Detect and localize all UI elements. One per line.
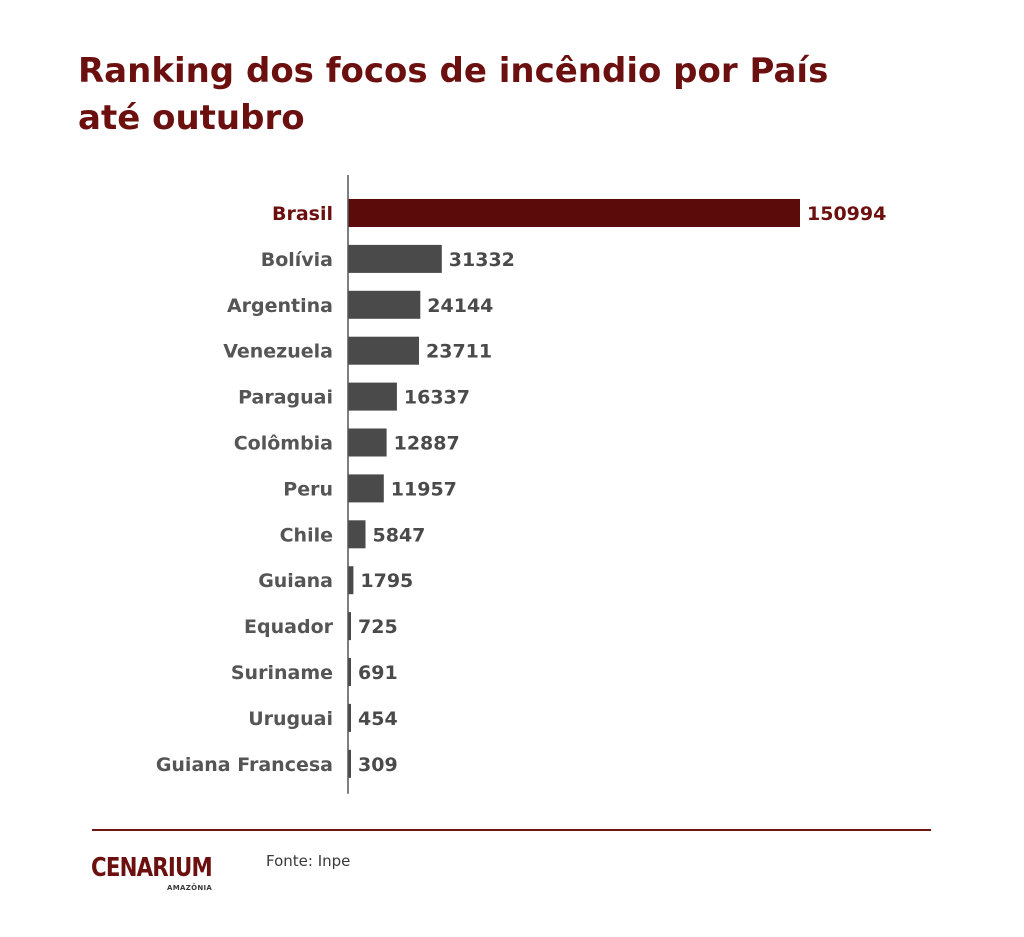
- bar-suriname: [348, 658, 351, 686]
- category-label-paraguai: Paraguai: [238, 387, 333, 409]
- bar-uruguai: [348, 703, 351, 732]
- value-label-guiana-francesa: 309: [358, 754, 398, 776]
- category-label-venezuela: Venezuela: [223, 341, 333, 363]
- category-label-chile: Chile: [280, 524, 333, 546]
- value-label-equador: 725: [358, 616, 398, 638]
- value-label-brasil: 150994: [807, 203, 886, 225]
- category-label-guiana: Guiana: [258, 570, 333, 592]
- value-label-bolivia: 31332: [449, 249, 515, 271]
- source-note: Fonte: Inpe: [266, 852, 351, 870]
- bar-bolivia: [348, 244, 442, 273]
- category-label-argentina: Argentina: [227, 295, 333, 317]
- category-label-bolivia: Bolívia: [261, 249, 333, 271]
- value-label-suriname: 691: [358, 662, 398, 684]
- value-label-guiana: 1795: [360, 570, 413, 592]
- value-label-venezuela: 23711: [426, 341, 492, 363]
- bar-equador: [348, 612, 351, 641]
- category-label-suriname: Suriname: [231, 662, 333, 684]
- bar-guiana-francesa: [348, 749, 351, 778]
- bar-brasil: [348, 199, 800, 227]
- bar-guiana: [348, 566, 354, 595]
- category-label-equador: Equador: [244, 616, 334, 638]
- bar-chile: [348, 520, 366, 549]
- category-label-peru: Peru: [283, 478, 333, 500]
- category-label-guiana-francesa: Guiana Francesa: [156, 754, 333, 776]
- bar-paraguai: [348, 382, 397, 411]
- category-label-colombia: Colômbia: [234, 433, 333, 455]
- logo-subtext: AMAZÔNIA: [167, 884, 213, 892]
- chart-title-line-2: até outubro: [78, 98, 305, 138]
- value-label-chile: 5847: [373, 524, 426, 546]
- chart-title: Ranking dos focos de incêndio por País a…: [78, 48, 978, 142]
- bar-argentina: [348, 290, 421, 319]
- bar-venezuela: [348, 336, 419, 365]
- footer-divider: [92, 829, 931, 831]
- category-label-uruguai: Uruguai: [248, 708, 333, 730]
- bar-peru: [348, 474, 384, 503]
- value-label-peru: 11957: [391, 478, 457, 500]
- category-label-brasil: Brasil: [272, 203, 333, 225]
- cenarium-logo: CENARIUM AMAZÔNIA: [91, 851, 221, 901]
- value-label-argentina: 24144: [427, 295, 493, 317]
- chart-title-line-1: Ranking dos focos de incêndio por País: [78, 51, 829, 91]
- bar-colombia: [348, 428, 387, 457]
- value-label-colombia: 12887: [394, 433, 460, 455]
- value-label-paraguai: 16337: [404, 387, 470, 409]
- value-label-uruguai: 454: [358, 708, 398, 730]
- logo-wordmark: CENARIUM: [91, 853, 213, 883]
